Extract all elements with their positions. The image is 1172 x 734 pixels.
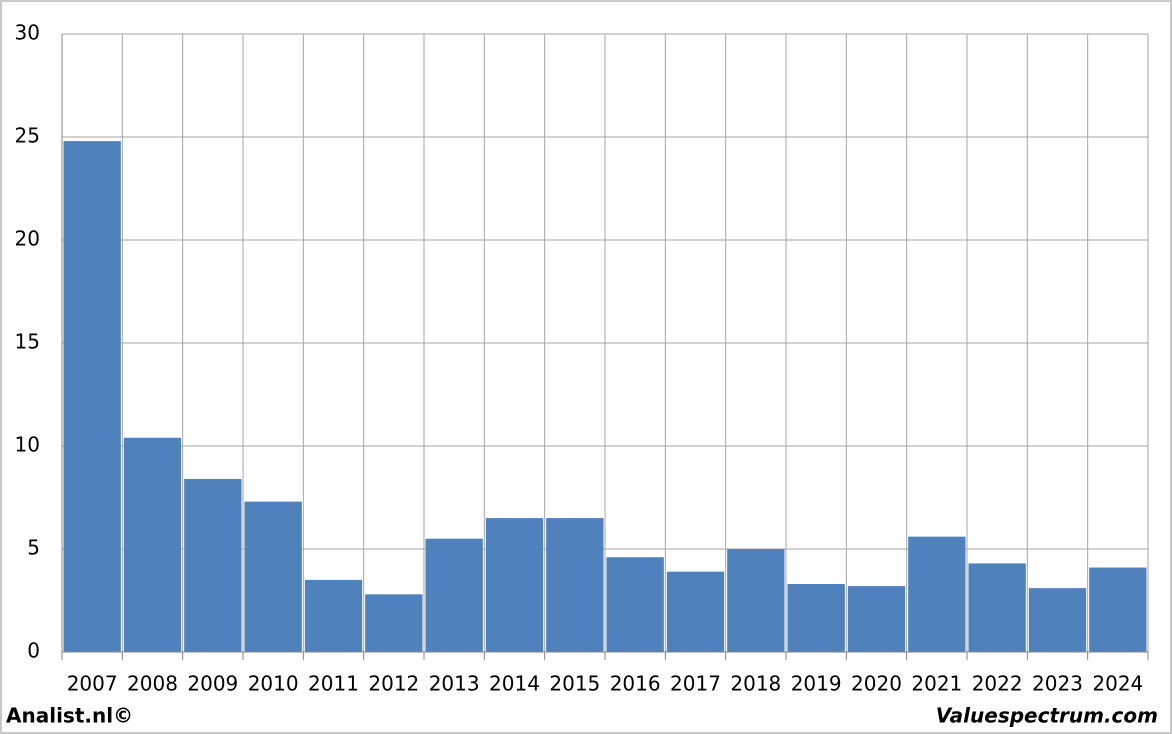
y-tick-label: 30 xyxy=(15,21,40,45)
y-tick-label: 25 xyxy=(15,124,40,148)
y-tick-label: 20 xyxy=(15,227,40,251)
y-tick-label: 5 xyxy=(27,536,40,560)
bar xyxy=(425,538,483,652)
x-tick-label: 2021 xyxy=(911,672,962,696)
x-tick-label: 2015 xyxy=(549,672,600,696)
x-tick-label: 2014 xyxy=(489,672,540,696)
bar xyxy=(1028,588,1087,652)
bar xyxy=(727,549,785,652)
bar xyxy=(365,594,423,652)
bar xyxy=(606,557,664,652)
y-tick-label: 0 xyxy=(27,639,40,663)
bar xyxy=(485,518,544,652)
x-tick-label: 2009 xyxy=(187,672,238,696)
x-tick-label: 2011 xyxy=(308,672,359,696)
bar xyxy=(63,141,121,652)
x-tick-label: 2017 xyxy=(670,672,721,696)
bar xyxy=(968,563,1026,652)
x-tick-label: 2016 xyxy=(610,672,661,696)
x-tick-label: 2019 xyxy=(791,672,842,696)
x-tick-label: 2012 xyxy=(368,672,419,696)
x-tick-label: 2010 xyxy=(248,672,299,696)
x-tick-label: 2007 xyxy=(67,672,118,696)
bar xyxy=(908,536,966,652)
x-tick-label: 2023 xyxy=(1032,672,1083,696)
x-tick-label: 2020 xyxy=(851,672,902,696)
y-tick-label: 10 xyxy=(15,433,40,457)
footer-right: Valuespectrum.com xyxy=(936,704,1158,728)
x-tick-label: 2013 xyxy=(429,672,480,696)
footer-left: Analist.nl© xyxy=(6,704,133,728)
bar xyxy=(244,501,302,652)
x-tick-label: 2018 xyxy=(730,672,781,696)
bar xyxy=(123,437,182,652)
bar xyxy=(1089,567,1147,652)
bar xyxy=(847,586,906,652)
bar xyxy=(184,478,242,652)
y-tick-label: 15 xyxy=(15,330,40,354)
x-tick-label: 2022 xyxy=(972,672,1023,696)
x-tick-label: 2024 xyxy=(1092,672,1143,696)
bar xyxy=(666,571,725,652)
bar xyxy=(787,584,845,652)
bar xyxy=(546,518,604,652)
bar xyxy=(304,579,363,652)
x-tick-label: 2008 xyxy=(127,672,178,696)
